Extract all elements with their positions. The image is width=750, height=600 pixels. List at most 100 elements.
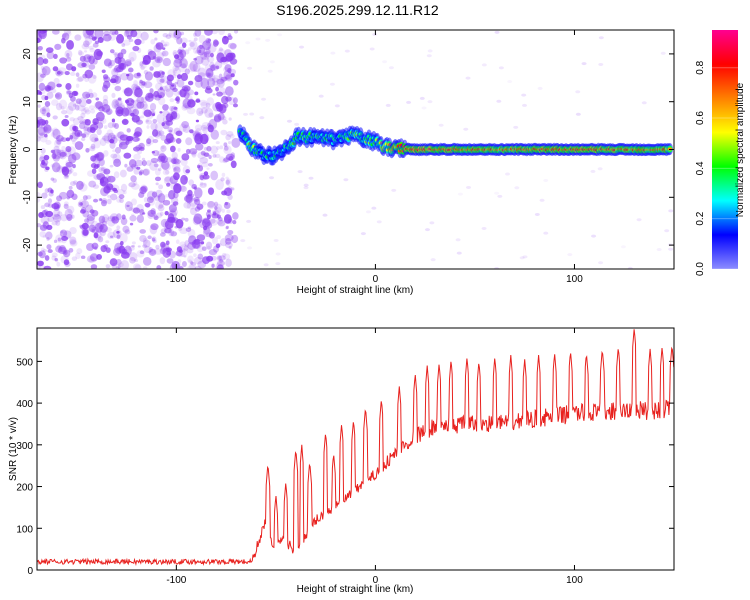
- noise-speckle: [591, 234, 597, 238]
- noise-speckle: [85, 147, 90, 153]
- noise-speckle: [218, 30, 225, 36]
- noise-speckle: [81, 231, 89, 238]
- noise-speckle: [194, 74, 203, 83]
- noise-speckle: [123, 87, 133, 97]
- noise-speckle: [44, 167, 49, 172]
- noise-speckle: [227, 52, 236, 60]
- noise-speckle: [54, 258, 59, 263]
- noise-speckle: [114, 30, 119, 35]
- noise-speckle: [539, 198, 545, 202]
- noise-speckle: [50, 128, 54, 132]
- noise-speckle: [176, 37, 183, 45]
- noise-speckle: [187, 63, 196, 73]
- noise-speckle: [71, 66, 77, 72]
- noise-speckle: [214, 206, 222, 215]
- noise-speckle: [627, 266, 633, 269]
- noise-speckle: [179, 88, 187, 98]
- noise-speckle: [225, 179, 230, 185]
- noise-speckle: [382, 60, 388, 64]
- noise-speckle: [513, 125, 519, 129]
- noise-speckle: [140, 65, 145, 71]
- noise-speckle: [169, 250, 176, 259]
- noise-speckle: [162, 104, 169, 111]
- noise-speckle: [656, 248, 662, 252]
- noise-speckle: [222, 91, 227, 96]
- noise-speckle: [240, 239, 246, 243]
- noise-speckle: [84, 69, 94, 79]
- noise-speckle: [39, 107, 47, 115]
- noise-speckle: [168, 131, 175, 137]
- noise-speckle: [116, 225, 121, 230]
- noise-speckle: [134, 264, 142, 269]
- noise-speckle: [197, 67, 207, 77]
- noise-speckle: [88, 256, 97, 263]
- noise-speckle: [162, 109, 170, 118]
- noise-speckle: [100, 199, 108, 207]
- noise-speckle: [125, 64, 129, 68]
- noise-speckle: [121, 118, 129, 126]
- noise-speckle: [69, 168, 74, 173]
- noise-speckle: [65, 82, 72, 91]
- noise-speckle: [243, 112, 249, 116]
- noise-speckle: [54, 92, 63, 100]
- noise-speckle: [187, 226, 192, 230]
- noise-speckle: [45, 139, 52, 145]
- noise-speckle: [216, 217, 224, 225]
- y-tick-label: 400: [16, 399, 33, 410]
- noise-speckle: [40, 88, 46, 95]
- noise-speckle: [136, 214, 144, 224]
- noise-speckle: [72, 90, 79, 95]
- noise-speckle: [225, 238, 232, 245]
- noise-speckle: [192, 63, 201, 72]
- noise-speckle: [112, 51, 117, 56]
- noise-speckle: [126, 34, 132, 40]
- y-tick-label: 20: [22, 48, 33, 60]
- noise-speckle: [173, 167, 177, 171]
- noise-speckle: [223, 187, 233, 196]
- noise-speckle: [267, 69, 273, 73]
- noise-speckle: [496, 99, 502, 103]
- noise-speckle: [164, 138, 172, 145]
- noise-speckle: [52, 178, 57, 183]
- noise-speckle: [171, 151, 178, 160]
- noise-speckle: [123, 107, 132, 116]
- noise-speckle: [110, 193, 118, 201]
- noise-speckle: [176, 77, 185, 88]
- noise-speckle: [153, 71, 161, 78]
- noise-speckle: [213, 201, 219, 207]
- noise-speckle: [187, 265, 197, 269]
- noise-speckle: [115, 98, 123, 107]
- noise-speckle: [91, 242, 99, 250]
- noise-speckle: [116, 234, 121, 240]
- noise-speckle: [188, 179, 195, 186]
- noise-speckle: [64, 208, 73, 219]
- noise-speckle: [208, 162, 213, 167]
- noise-speckle: [212, 39, 219, 47]
- noise-speckle: [202, 133, 210, 142]
- noise-speckle: [217, 216, 223, 222]
- noise-speckle: [41, 105, 50, 117]
- noise-speckle: [194, 198, 201, 205]
- noise-speckle: [168, 229, 175, 237]
- noise-speckle: [212, 80, 219, 86]
- noise-speckle: [232, 219, 237, 225]
- noise-speckle: [72, 172, 78, 177]
- noise-speckle: [88, 224, 96, 232]
- noise-speckle: [143, 109, 152, 117]
- noise-speckle: [217, 220, 226, 227]
- noise-speckle: [69, 226, 77, 235]
- noise-speckle: [202, 126, 208, 134]
- noise-speckle: [205, 68, 214, 79]
- noise-speckle: [225, 178, 232, 187]
- noise-speckle: [75, 101, 81, 107]
- noise-speckle: [200, 241, 205, 245]
- noise-speckle: [109, 78, 117, 84]
- noise-speckle: [139, 186, 147, 195]
- noise-speckle: [167, 127, 174, 133]
- noise-speckle: [164, 176, 171, 182]
- noise-speckle: [118, 194, 125, 199]
- noise-speckle: [51, 202, 60, 210]
- noise-speckle: [162, 169, 170, 176]
- noise-speckle: [193, 37, 198, 42]
- noise-speckle: [133, 153, 141, 160]
